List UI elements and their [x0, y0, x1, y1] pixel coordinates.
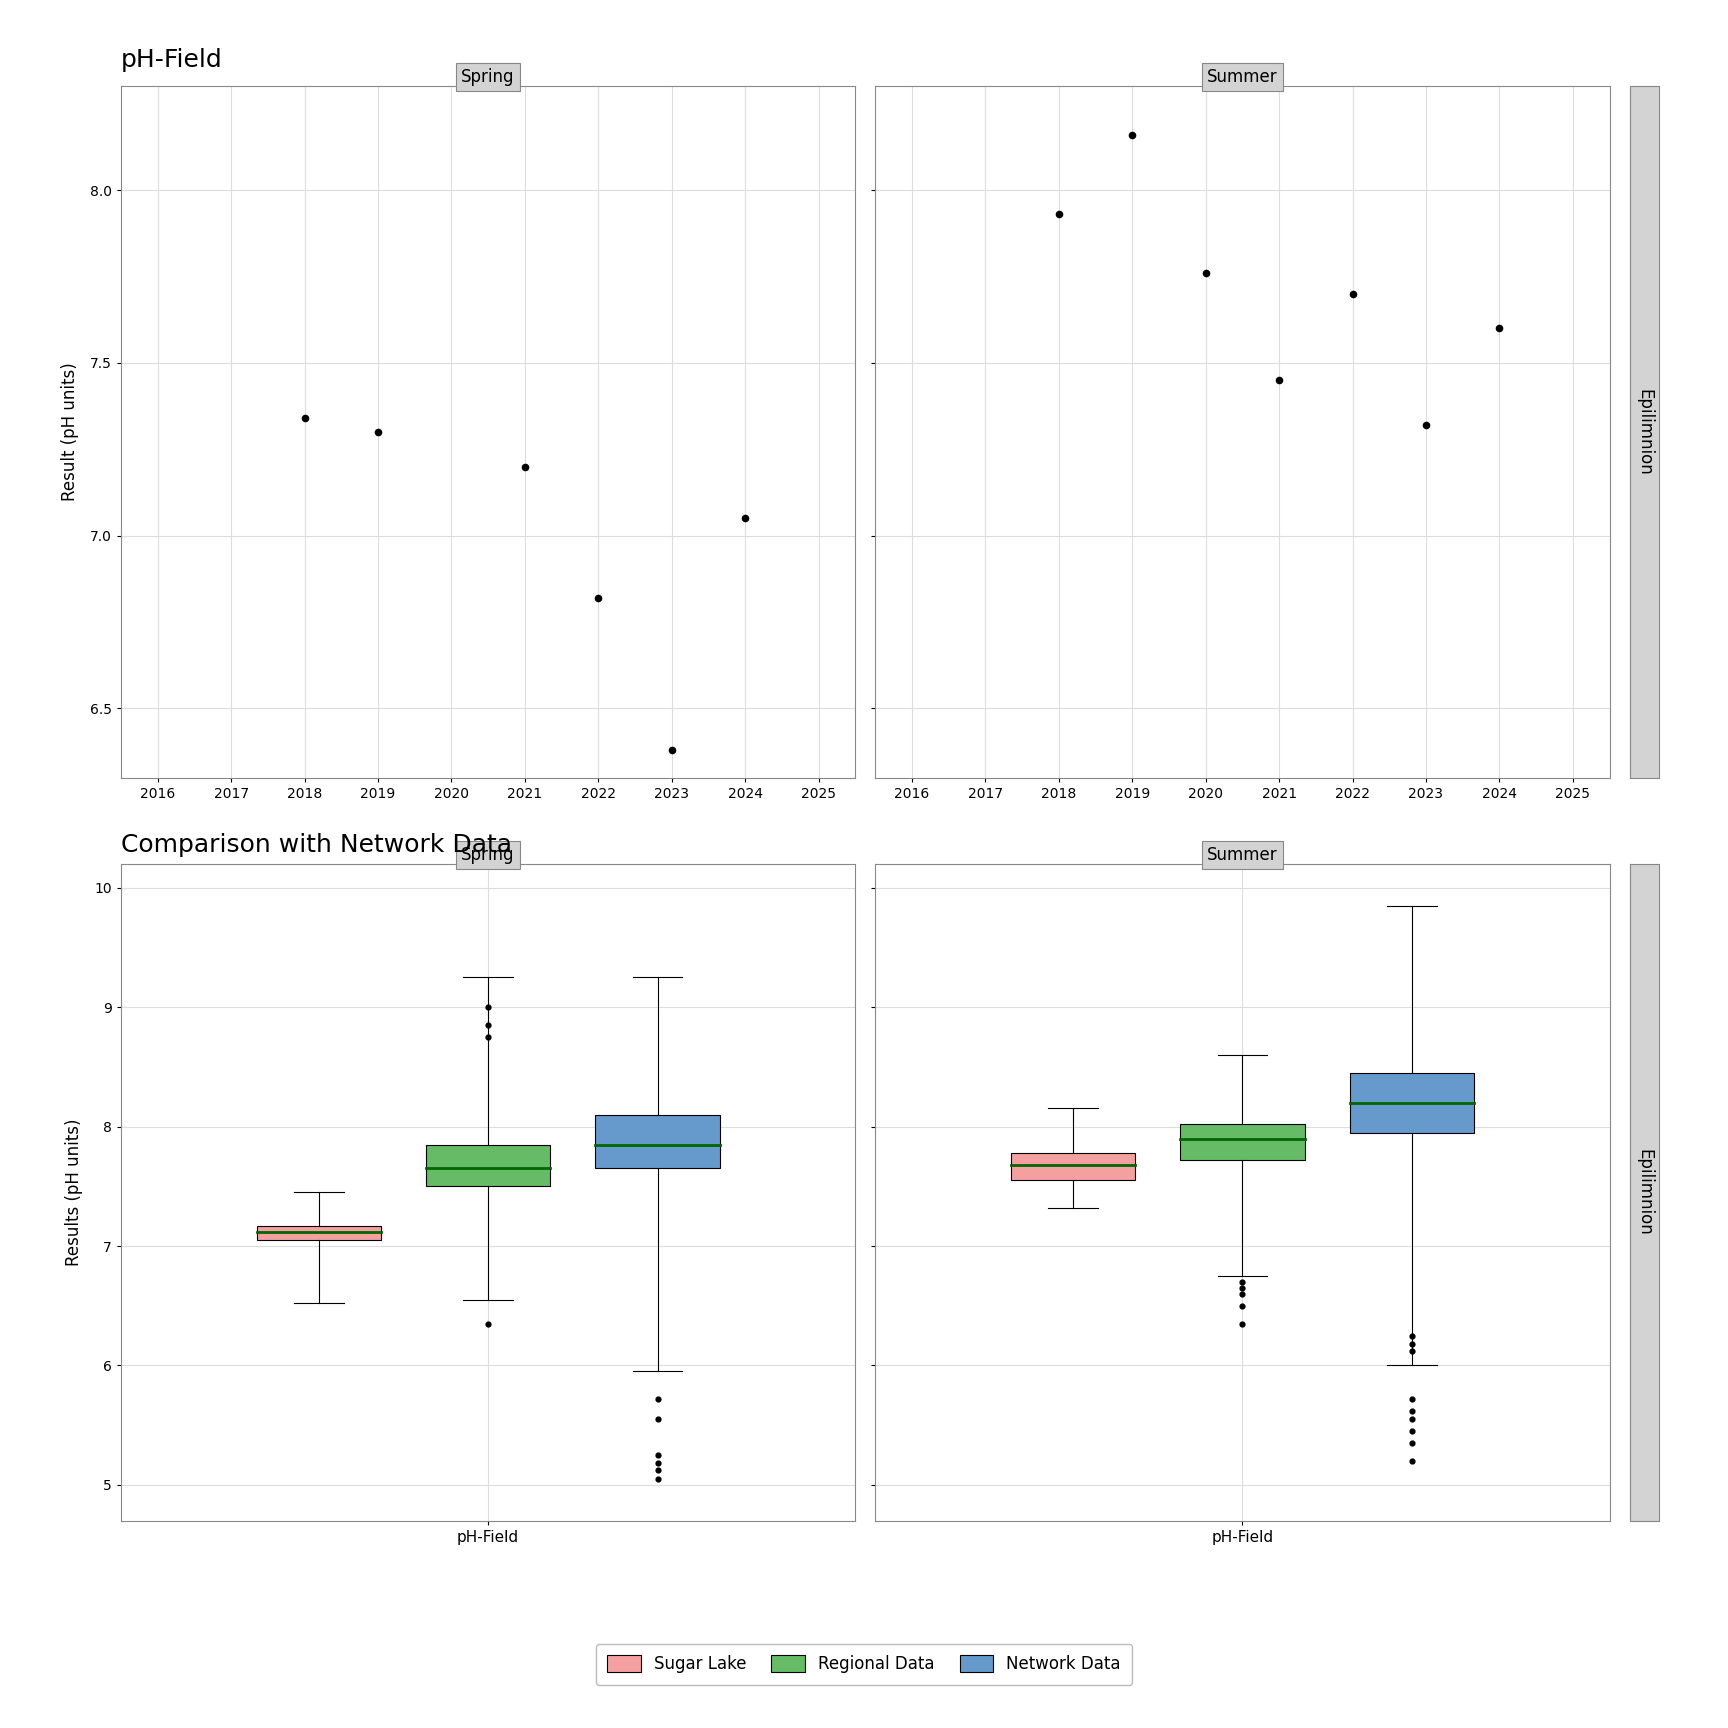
- Point: [1265, 366, 1293, 394]
- Title: Summer: Summer: [1208, 69, 1277, 86]
- Point: [1045, 200, 1073, 228]
- Point: [645, 1405, 672, 1433]
- Point: [658, 736, 686, 764]
- Bar: [1011, 1153, 1135, 1180]
- Point: [511, 453, 539, 480]
- Point: [584, 584, 612, 612]
- Title: Spring: Spring: [461, 847, 515, 864]
- Point: [1398, 1417, 1426, 1445]
- Point: [645, 1386, 672, 1414]
- Point: [645, 1441, 672, 1469]
- Text: Epilimnion: Epilimnion: [1635, 1149, 1654, 1236]
- Point: [290, 404, 318, 432]
- Point: [1192, 259, 1220, 287]
- Bar: [427, 1144, 550, 1187]
- Point: [1398, 1322, 1426, 1350]
- Point: [1398, 1386, 1426, 1414]
- Point: [365, 418, 392, 446]
- Text: Epilimnion: Epilimnion: [1635, 389, 1654, 475]
- Bar: [596, 1115, 719, 1168]
- Y-axis label: Results (pH units): Results (pH units): [66, 1118, 83, 1267]
- Point: [473, 994, 501, 1021]
- Point: [1229, 1310, 1256, 1337]
- Point: [645, 1457, 672, 1484]
- Point: [1229, 1293, 1256, 1320]
- Point: [473, 1011, 501, 1039]
- Bar: [256, 1225, 380, 1241]
- Bar: [1180, 1125, 1305, 1159]
- Point: [1339, 280, 1367, 308]
- Point: [1398, 1429, 1426, 1457]
- Point: [473, 1310, 501, 1337]
- Point: [1398, 1446, 1426, 1474]
- Point: [1412, 411, 1439, 439]
- Point: [1229, 1268, 1256, 1296]
- Point: [645, 1465, 672, 1493]
- Legend: Sugar Lake, Regional Data, Network Data: Sugar Lake, Regional Data, Network Data: [596, 1643, 1132, 1685]
- Point: [1486, 314, 1514, 342]
- Bar: [1350, 1073, 1474, 1132]
- Point: [1398, 1405, 1426, 1433]
- Point: [1118, 121, 1146, 149]
- Point: [1229, 1274, 1256, 1301]
- Point: [731, 505, 759, 532]
- Title: Summer: Summer: [1208, 847, 1277, 864]
- Point: [1398, 1331, 1426, 1358]
- Text: Comparison with Network Data: Comparison with Network Data: [121, 833, 511, 857]
- Point: [473, 1023, 501, 1051]
- Y-axis label: Result (pH units): Result (pH units): [60, 363, 79, 501]
- Point: [645, 1450, 672, 1477]
- Point: [1398, 1337, 1426, 1365]
- Text: pH-Field: pH-Field: [121, 48, 223, 73]
- Title: Spring: Spring: [461, 69, 515, 86]
- Point: [1398, 1396, 1426, 1424]
- Point: [1229, 1280, 1256, 1308]
